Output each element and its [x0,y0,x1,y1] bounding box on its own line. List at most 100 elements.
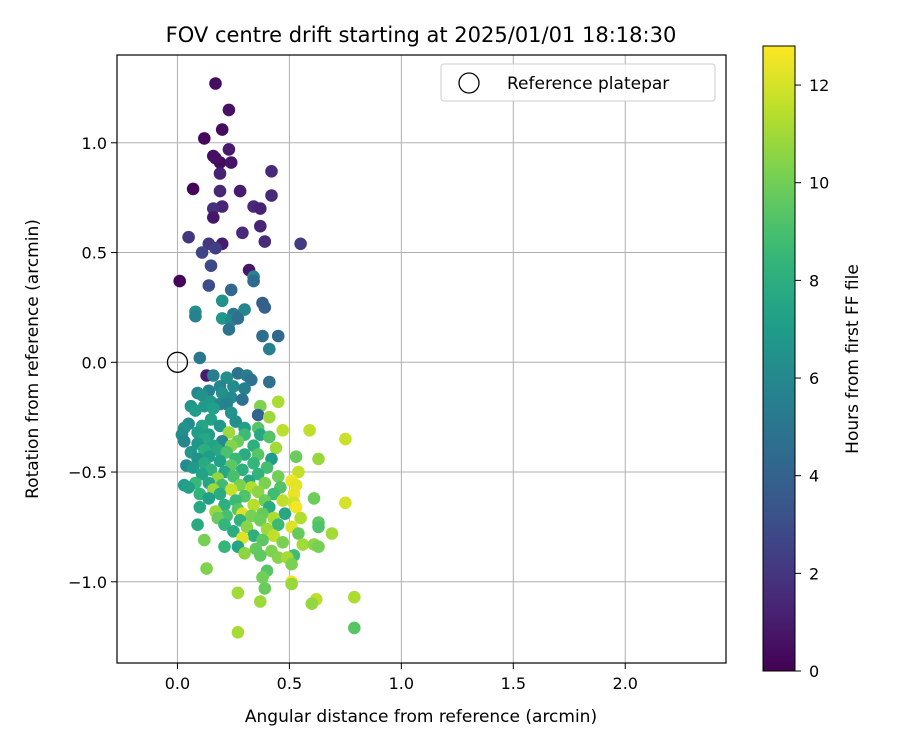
data-point-75 [189,404,202,417]
y-axis-ticks: −1.0 −0.5 0.0 0.5 1.0 [68,134,117,592]
data-point-32 [173,274,186,288]
data-point-78 [263,410,276,424]
data-point-66 [236,393,249,406]
data-point-55 [220,371,233,385]
x-tick-label-0: 0.0 [165,674,190,693]
data-point-12 [213,184,227,198]
colorbar-tick-label-4: 8 [809,271,819,290]
data-point-57 [263,375,276,389]
data-point-215 [348,590,361,604]
data-point-182 [271,518,285,531]
chart-title: FOV centre drift starting at 2025/01/01 … [166,23,677,47]
data-point-36 [215,294,229,308]
data-point-80 [229,415,242,428]
data-point-6 [224,156,238,169]
y-tick-label-2: 0.0 [82,353,107,372]
y-axis-label: Rotation from reference (arcmin) [23,219,43,499]
data-point-192 [198,533,211,547]
data-point-130 [195,467,209,481]
data-point-170 [278,507,292,520]
data-point-142 [182,481,195,494]
data-point-26 [258,235,272,248]
data-point-175 [294,511,307,525]
data-point-180 [312,520,325,534]
reference-layer [166,351,189,373]
data-point-118 [213,454,227,468]
data-point-79 [204,413,218,426]
data-point-50 [193,351,207,365]
data-point-210 [256,571,269,584]
data-point-163 [193,500,207,514]
data-point-186 [227,525,240,538]
data-point-129 [292,465,305,479]
data-point-219 [348,621,361,635]
data-point-181 [218,518,231,531]
x-axis-ticks: 0.0 0.5 1.0 1.5 2.0 [165,663,638,693]
data-point-20 [253,219,267,233]
data-point-150 [213,487,227,501]
data-point-28 [195,246,209,259]
x-tick-label-1: 0.5 [277,674,302,693]
data-point-21 [236,226,249,240]
data-point-56 [245,373,258,387]
data-point-155 [202,492,216,505]
data-point-123 [260,461,274,474]
legend: Reference platepar [440,63,716,102]
data-point-212 [285,577,298,591]
data-point-132 [227,470,240,483]
data-point-178 [253,514,267,527]
data-point-160 [339,496,352,510]
colorbar: 0 2 4 6 8 10 12 Hours from first FF file [762,45,863,681]
data-point-23 [294,237,307,251]
data-point-218 [305,597,319,610]
x-tick-label-4: 2.0 [613,674,638,693]
data-point-131 [271,470,285,483]
data-point-188 [292,527,305,540]
data-point-48 [271,329,285,343]
data-point-27 [209,241,222,255]
data-point-214 [231,586,245,600]
data-point-207 [285,557,298,571]
colorbar-tick-label-0: 0 [809,662,819,681]
data-point-194 [276,536,290,549]
data-point-128 [251,467,265,481]
colorbar-label: Hours from first FF file [843,264,863,454]
data-point-87 [276,424,290,437]
data-point-187 [325,527,339,540]
legend-box [440,63,716,102]
data-point-60 [238,382,251,395]
data-point-9 [265,165,278,178]
data-point-46 [222,323,236,336]
data-point-204 [253,549,267,562]
data-point-208 [200,562,213,575]
data-point-199 [218,540,231,553]
data-point-165 [289,500,303,514]
y-tick-label-4: 1.0 [82,134,107,153]
data-point-18 [253,202,267,215]
colorbar-tick-label-3: 6 [809,369,819,388]
data-point-213 [258,582,272,595]
data-point-154 [307,492,321,505]
data-point-126 [236,463,249,477]
data-point-158 [276,494,290,507]
data-point-190 [267,529,281,542]
data-point-73 [207,402,220,415]
x-axis-label: Angular distance from reference (arcmin) [245,707,597,727]
x-tick-label-3: 1.5 [501,674,526,693]
reference-platepar-marker [166,351,189,373]
data-point-96 [339,432,352,446]
y-tick-label-1: −0.5 [68,463,107,482]
data-point-13 [233,184,247,198]
data-point-197 [312,540,325,553]
y-tick-label-3: 0.5 [82,244,107,263]
data-point-161 [218,498,231,512]
data-point-95 [263,430,276,444]
data-point-109 [220,446,233,459]
data-point-112 [312,452,325,466]
data-point-220 [231,626,245,639]
plot-frame [116,54,727,664]
data-point-3 [198,132,211,145]
data-point-179 [191,518,204,531]
data-point-193 [256,533,269,547]
